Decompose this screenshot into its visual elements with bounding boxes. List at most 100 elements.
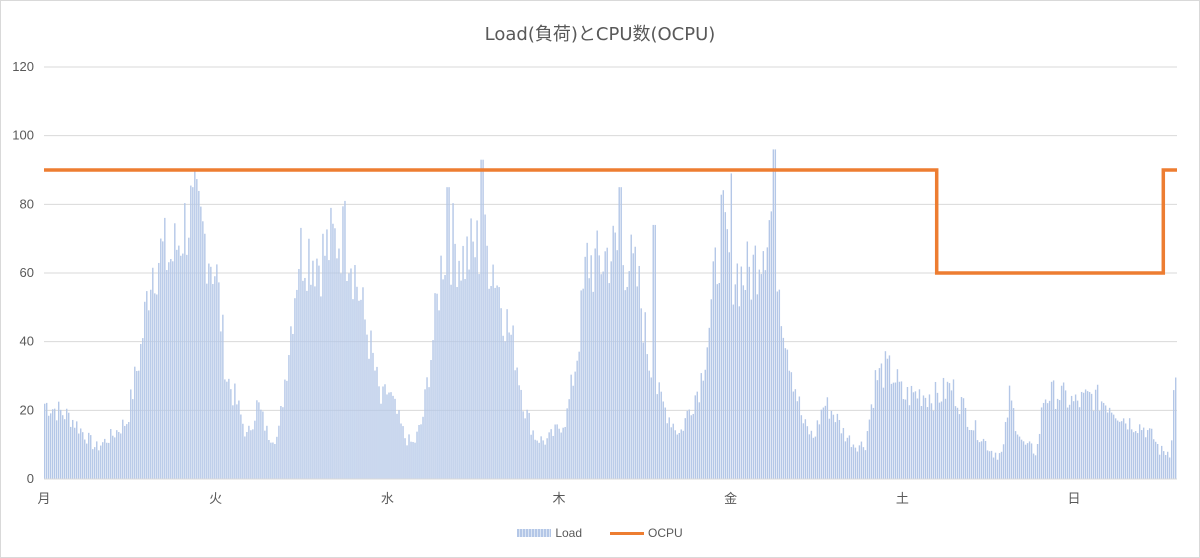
- load-bar: [526, 409, 528, 479]
- load-bar: [220, 331, 222, 479]
- load-bar: [1026, 443, 1029, 479]
- load-bar: [552, 435, 554, 479]
- load-bar: [86, 443, 88, 479]
- load-bar: [638, 265, 640, 479]
- load-bar: [288, 355, 290, 479]
- load-bar: [364, 319, 366, 479]
- load-bar: [1044, 399, 1047, 479]
- load-bar: [318, 265, 320, 479]
- load-bar: [598, 255, 600, 479]
- load-bar: [828, 418, 831, 479]
- load-bar: [500, 308, 502, 479]
- load-bar: [370, 330, 372, 479]
- load-bar: [588, 278, 590, 479]
- y-tick-label: 100: [12, 128, 34, 143]
- load-bar: [250, 430, 252, 479]
- load-bar: [542, 440, 544, 479]
- load-bar: [906, 387, 909, 479]
- load-bar: [782, 337, 785, 479]
- load-bar: [984, 440, 987, 479]
- load-bar: [264, 430, 266, 479]
- load-bar: [860, 441, 863, 479]
- load-bar: [1062, 382, 1065, 479]
- load-bar: [1012, 408, 1015, 479]
- load-bar: [554, 424, 556, 479]
- load-bar: [48, 415, 50, 479]
- legend: Load OCPU: [0, 526, 1200, 540]
- load-bar: [854, 447, 857, 479]
- load-bar: [864, 450, 867, 479]
- load-bar: [210, 266, 212, 479]
- load-bar: [192, 187, 194, 480]
- load-bar: [1102, 402, 1105, 479]
- load-bar: [574, 371, 576, 479]
- load-bar: [232, 405, 234, 479]
- load-bar: [1082, 392, 1085, 479]
- load-bar: [882, 387, 885, 479]
- load-bar: [952, 379, 955, 479]
- load-bar: [740, 266, 743, 479]
- load-bar: [434, 293, 436, 479]
- load-bar: [982, 438, 985, 479]
- load-bar: [660, 391, 662, 479]
- load-bar: [746, 241, 749, 479]
- load-bar: [932, 410, 935, 479]
- load-bar: [382, 386, 384, 479]
- load-bar: [646, 354, 648, 479]
- load-bar: [1042, 402, 1045, 479]
- load-bar: [1020, 439, 1023, 479]
- load-bar: [1158, 454, 1161, 479]
- load-bar: [46, 402, 48, 479]
- load-bar: [64, 419, 66, 479]
- load-bar: [1010, 400, 1013, 479]
- load-bar: [566, 408, 568, 479]
- load-bar: [532, 430, 534, 479]
- load-bar: [1078, 407, 1081, 479]
- load-bar: [398, 410, 400, 479]
- load-bar: [714, 247, 716, 479]
- load-bar: [452, 203, 454, 479]
- load-bar: [78, 433, 80, 479]
- load-bar: [966, 426, 969, 479]
- load-bar: [276, 436, 278, 479]
- load-bar: [890, 383, 893, 479]
- load-bar: [440, 255, 442, 479]
- load-bar: [872, 407, 875, 479]
- load-bar: [274, 444, 276, 479]
- load-bar: [334, 228, 336, 479]
- load-bar: [284, 379, 286, 479]
- load-bar: [728, 252, 730, 479]
- load-bar: [212, 284, 214, 479]
- load-bar: [312, 260, 314, 479]
- load-bar: [996, 459, 999, 479]
- load-bar: [684, 418, 686, 479]
- load-bar: [1124, 423, 1127, 479]
- load-bar: [752, 254, 755, 479]
- load-bar: [278, 425, 280, 479]
- load-bar: [1074, 394, 1077, 479]
- load-bar: [266, 425, 268, 479]
- load-bar: [1030, 443, 1033, 479]
- load-bar: [750, 299, 753, 479]
- load-bar: [202, 221, 204, 479]
- y-axis-ticks: 0 20 40 60 80 100 120: [12, 59, 34, 486]
- load-bar: [1096, 384, 1099, 479]
- load-bar: [240, 414, 242, 479]
- load-bar: [672, 423, 674, 479]
- load-bar: [108, 442, 110, 479]
- x-tick-label: 土: [896, 492, 909, 507]
- load-bar: [422, 416, 424, 479]
- load-bar: [1136, 433, 1139, 479]
- load-bar: [1164, 454, 1167, 479]
- load-bar: [464, 279, 466, 479]
- load-bar: [606, 247, 608, 479]
- load-bar: [922, 395, 925, 479]
- load-bar: [302, 280, 304, 479]
- load-bar: [436, 293, 438, 479]
- load-bar: [1014, 431, 1017, 479]
- load-bar: [418, 424, 420, 479]
- load-bar: [900, 381, 903, 479]
- load-bar: [390, 392, 392, 479]
- load-bar: [94, 447, 96, 479]
- load-bar: [994, 452, 997, 479]
